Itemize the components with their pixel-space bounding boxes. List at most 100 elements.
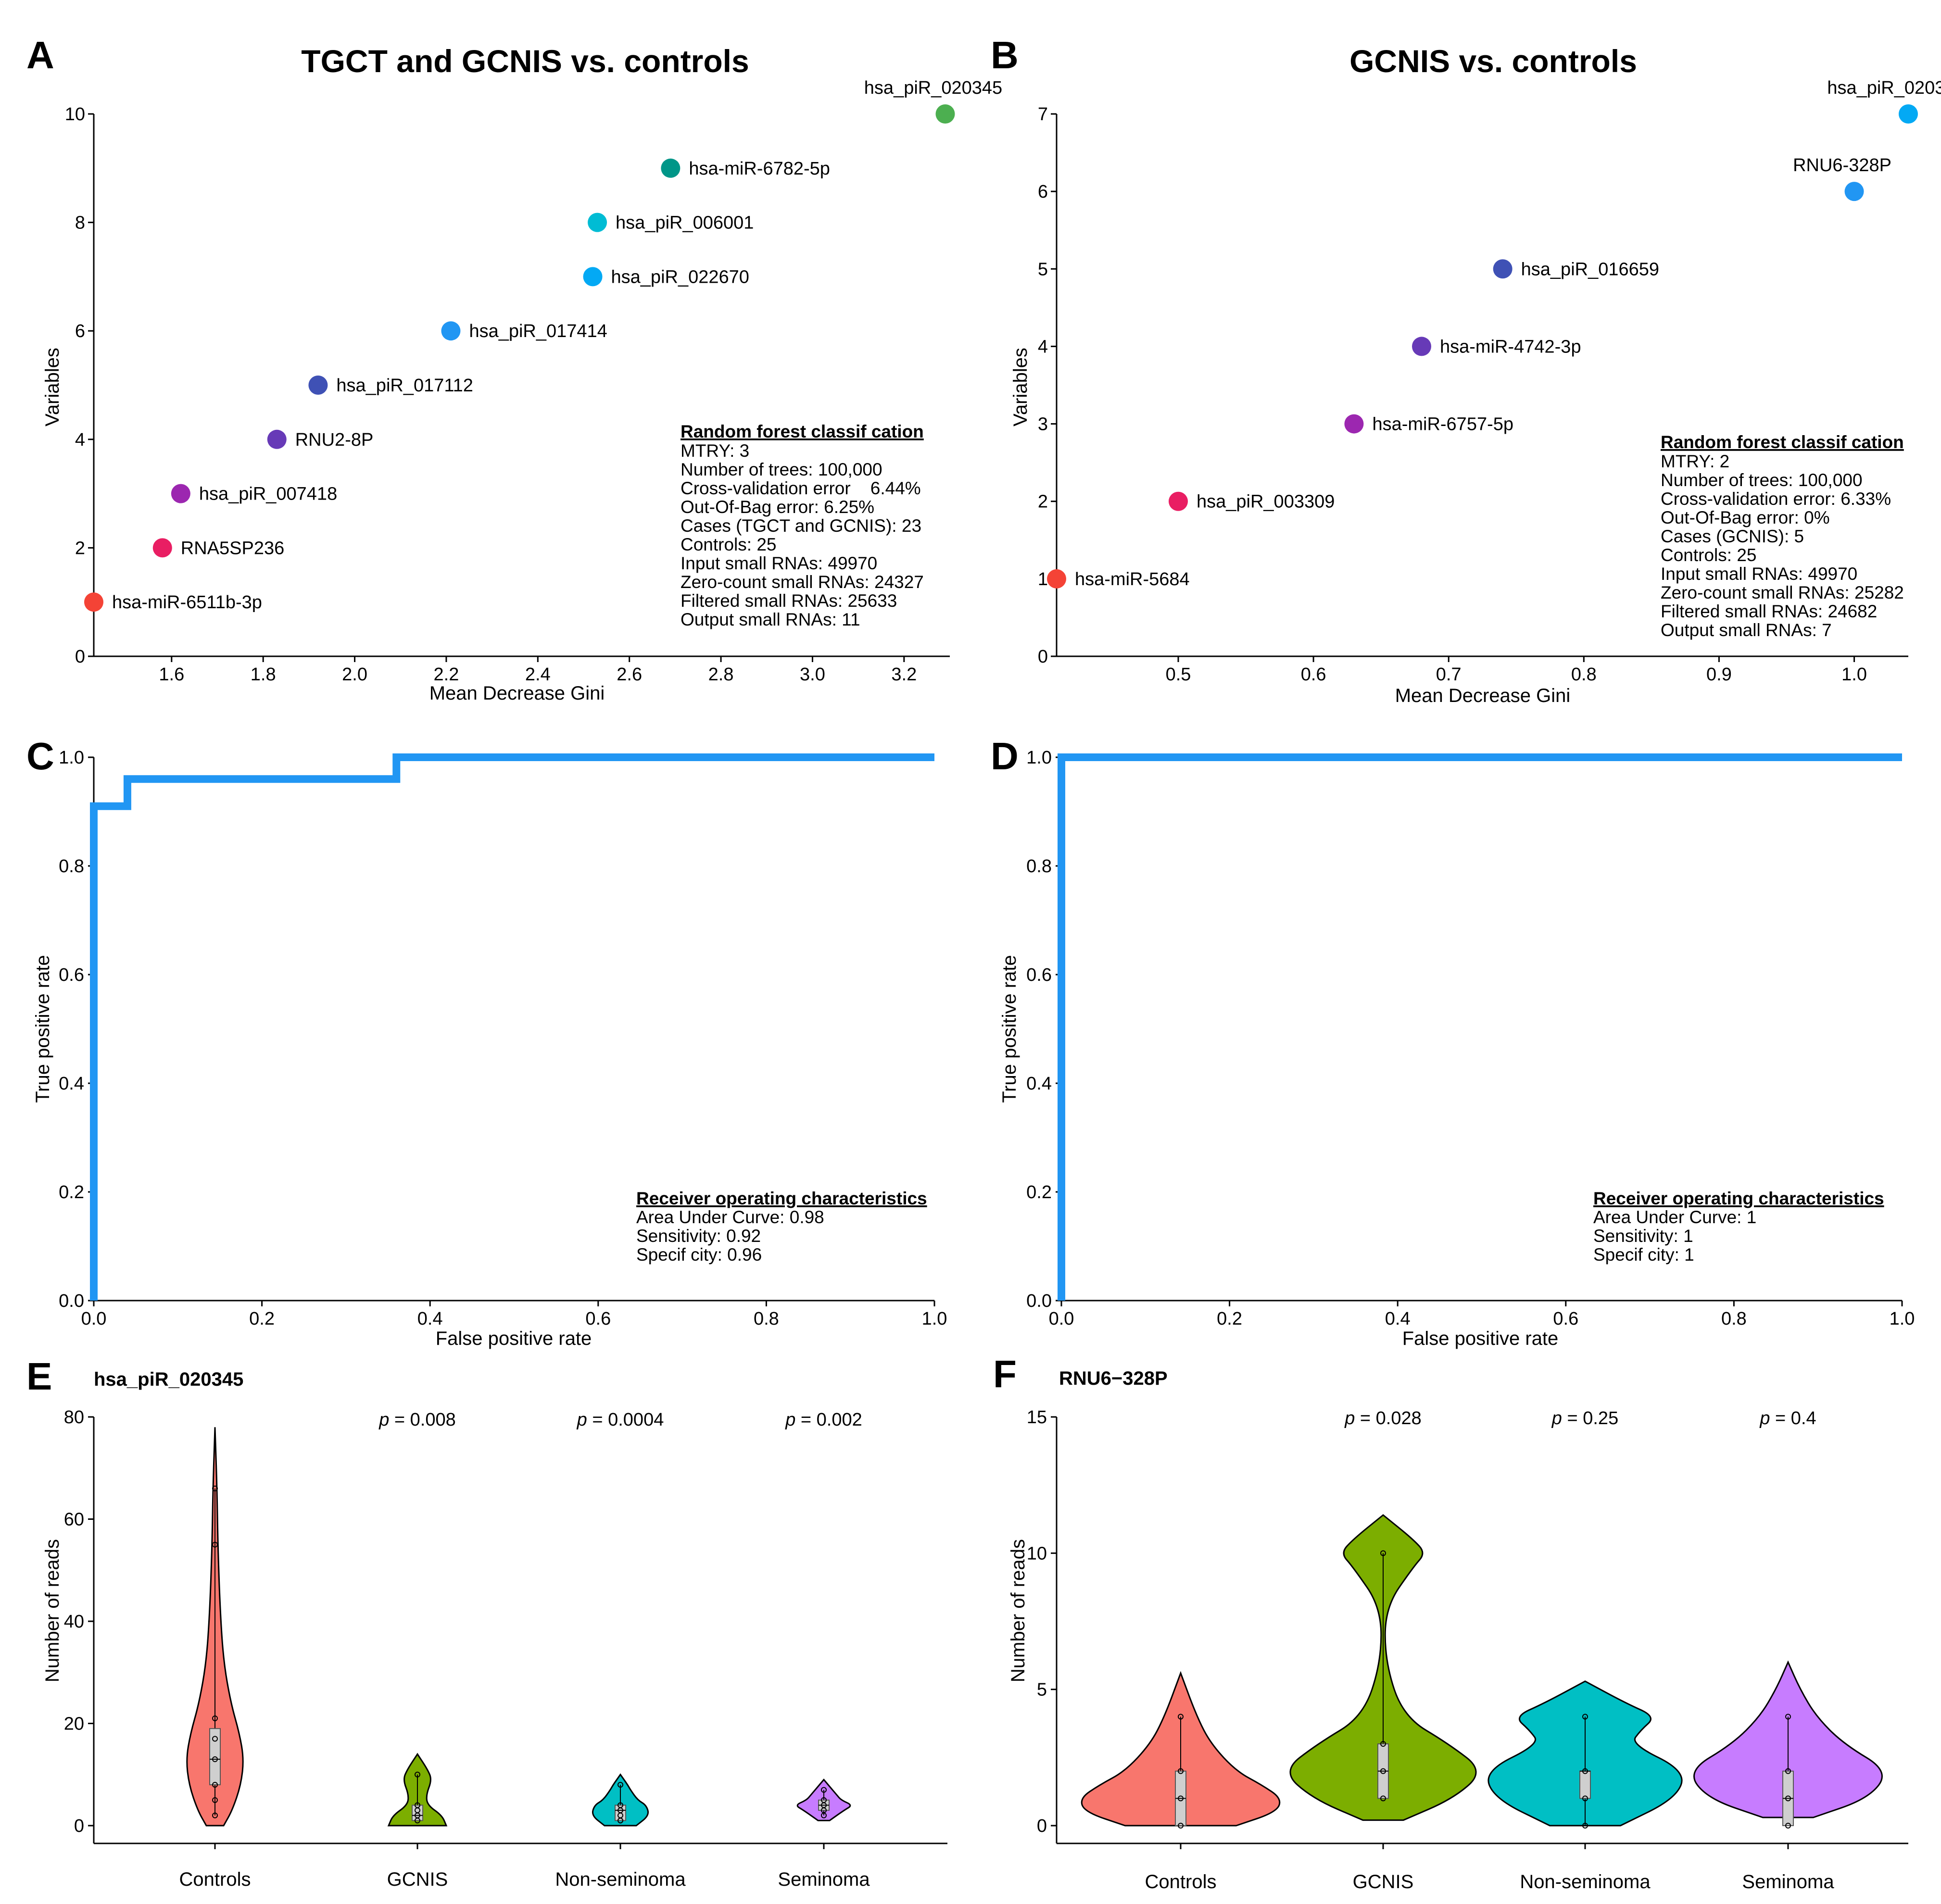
panel-b-info-line: Cross-validation error: 6.33% [1661, 489, 1891, 509]
panel-a-title: TGCT and GCNIS vs. controls [301, 43, 749, 79]
panel-e-ylabel: Number of reads [42, 1539, 63, 1682]
p-value: p = 0.4 [1759, 1408, 1816, 1428]
tick-label: 10 [65, 104, 85, 125]
group-label: GCNIS [1353, 1871, 1414, 1892]
tick-label: 0.8 [1026, 856, 1052, 877]
tick-label: 10 [1027, 1543, 1047, 1564]
tick-label: 5 [1038, 259, 1048, 279]
group-label: Controls [1145, 1871, 1217, 1892]
tick-label: 3.2 [891, 664, 917, 685]
tick-label: 1.6 [159, 664, 184, 685]
data-point [583, 267, 603, 287]
panel-b-info-line: Zero-count small RNAs: 25282 [1661, 583, 1904, 602]
tick-label: 2 [1038, 492, 1048, 512]
roc-curve [90, 753, 934, 1301]
panel-b-info-line: Controls: 25 [1661, 545, 1757, 565]
data-point [1380, 1795, 1386, 1802]
point-label: RNA5SP236 [181, 538, 284, 558]
point-label: hsa_piR_020345 [1827, 78, 1941, 98]
data-point [152, 538, 172, 558]
panel-letter-c: C [26, 735, 54, 777]
data-point [84, 592, 103, 612]
panel-d: D 0.0 0.2 0.4 0.6 0.8 1.0 0.0 0.2 0.4 0.6 0.8 1.0 F… [991, 735, 1915, 1349]
panel-c-info-line: Specif city: 0.96 [636, 1245, 762, 1265]
data-point [1178, 1823, 1184, 1829]
tick-label: 60 [64, 1510, 84, 1530]
point-label: hsa_piR_020345 [864, 78, 1002, 98]
panel-a-ylabel: Variables [42, 348, 63, 426]
panel-b-info-line: Input small RNAs: 49970 [1661, 564, 1857, 584]
point-label: hsa-miR-4742-3p [1440, 337, 1581, 357]
tick-label: 6 [1038, 182, 1048, 202]
tick-label: 0.6 [59, 965, 84, 985]
data-point [212, 1797, 218, 1803]
tick-label: 0.8 [1721, 1309, 1747, 1329]
data-point [1582, 1768, 1588, 1774]
panel-a: A TGCT and GCNIS vs. controls 1.6 1.8 2.0 2… [26, 34, 1002, 704]
point-label: hsa-miR-5684 [1075, 569, 1190, 589]
point-label: hsa-miR-6782-5p [689, 159, 830, 179]
group-label: GCNIS [387, 1869, 448, 1890]
data-point [588, 213, 607, 232]
tick-label: 0.0 [59, 1291, 84, 1311]
boxplot-box [1579, 1770, 1591, 1799]
tick-label: 0 [75, 647, 85, 667]
data-point [212, 1715, 218, 1721]
panel-b-info-title: Random forest classif cation [1661, 432, 1904, 452]
data-point [661, 158, 681, 178]
panel-b-info-line: MTRY: 2 [1661, 451, 1729, 471]
panel-b-xlabel: Mean Decrease Gini [1395, 685, 1571, 706]
tick-label: 4 [75, 430, 85, 450]
tick-label: 40 [64, 1612, 84, 1632]
panel-b: B GCNIS vs. controls 0.5 0.6 0.7 0.8 0.9 1.00… [991, 34, 1941, 706]
data-point [1178, 1768, 1184, 1774]
p-value: p = 0.002 [785, 1410, 862, 1430]
point-label: hsa-miR-6757-5p [1372, 414, 1513, 435]
data-point [821, 1812, 827, 1818]
panel-d-roc: 0.0 0.2 0.4 0.6 0.8 1.0 0.0 0.2 0.4 0.6 0.8 1.0 [1026, 748, 1915, 1329]
panel-d-info-line: Sensitivity: 1 [1593, 1226, 1693, 1246]
point-label: hsa_piR_003309 [1197, 492, 1335, 512]
data-point [1785, 1823, 1791, 1829]
data-point [1582, 1795, 1588, 1802]
data-point [212, 1756, 218, 1762]
data-point [441, 321, 461, 341]
panel-e-title: hsa_piR_020345 [94, 1369, 243, 1390]
data-point [1785, 1714, 1791, 1720]
tick-label: 0.2 [59, 1182, 84, 1203]
data-point [212, 1485, 218, 1491]
point-label: hsa_piR_017414 [469, 321, 607, 341]
tick-label: 0.4 [1385, 1309, 1411, 1329]
point-label: RNU6-328P [1793, 155, 1891, 175]
data-point [267, 429, 287, 449]
data-point [1582, 1823, 1588, 1829]
panel-a-info-line: Zero-count small RNAs: 24327 [681, 572, 924, 592]
panel-d-ylabel: True positive rate [999, 955, 1020, 1103]
group-label: Seminoma [778, 1869, 870, 1890]
tick-label: 0.8 [59, 856, 84, 877]
tick-label: 1.0 [1026, 748, 1052, 768]
panel-a-scatter: 1.6 1.8 2.0 2.2 2.4 2.6 2.8 3.0 3.2 0 2 4 6 8 10 hsa-mi… [65, 78, 1002, 685]
tick-label: 8 [75, 213, 85, 233]
tick-label: 7 [1038, 104, 1048, 125]
tick-label: 3 [1038, 414, 1048, 435]
panel-a-xlabel: Mean Decrease Gini [429, 683, 605, 704]
panel-a-info-line: Cross-validation error 6.44% [681, 478, 921, 498]
tick-label: 6 [75, 321, 85, 341]
panel-b-info-line: Filtered small RNAs: 24682 [1661, 601, 1877, 621]
group-label: Controls [179, 1869, 251, 1890]
data-point [1899, 104, 1918, 124]
p-value: p = 0.028 [1344, 1408, 1422, 1428]
tick-label: 1.8 [251, 664, 276, 685]
panel-a-info-line: Number of trees: 100,000 [681, 460, 882, 479]
data-point [1169, 491, 1188, 511]
panel-c-xlabel: False positive rate [436, 1328, 592, 1349]
data-point [1844, 182, 1864, 201]
tick-label: 0.9 [1706, 664, 1732, 685]
data-point [212, 1782, 218, 1788]
panel-b-info-line: Number of trees: 100,000 [1661, 470, 1863, 490]
tick-label: 0.6 [1301, 664, 1326, 685]
panel-d-info-title: Receiver operating characteristics [1593, 1189, 1884, 1208]
point-label: hsa_piR_016659 [1521, 259, 1659, 279]
